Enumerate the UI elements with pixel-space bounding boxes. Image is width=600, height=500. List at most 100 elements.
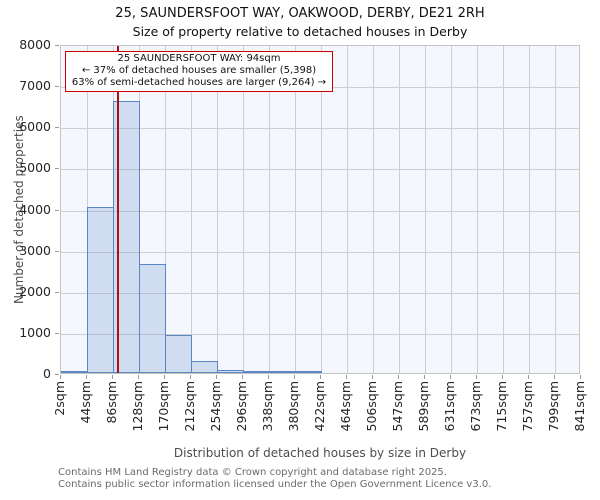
property-annotation-box: 25 SAUNDERSFOOT WAY: 94sqm ← 37% of deta… <box>65 51 333 93</box>
x-tick-mark <box>112 375 113 379</box>
x-tick-mark <box>320 375 321 379</box>
x-tick-label: 422sqm <box>312 381 327 432</box>
x-gridline <box>555 46 556 373</box>
x-tick-mark <box>164 375 165 379</box>
x-gridline <box>373 46 374 373</box>
x-tick-mark <box>138 375 139 379</box>
x-gridline <box>243 46 244 373</box>
y-tick-label: 1000 <box>19 324 51 340</box>
plot-area <box>60 45 580 374</box>
y-tick-mark <box>55 374 59 375</box>
y-tick-label: 3000 <box>19 242 51 258</box>
x-gridline <box>477 46 478 373</box>
x-tick-label: 506sqm <box>364 381 379 432</box>
x-tick-label: 170sqm <box>156 381 171 432</box>
x-tick-label: 464sqm <box>338 381 353 432</box>
property-marker-line <box>117 46 119 373</box>
y-gridline <box>61 169 579 171</box>
histogram-bar <box>295 371 322 373</box>
y-gridline <box>61 292 579 294</box>
x-gridline <box>529 46 530 373</box>
x-gridline <box>347 46 348 373</box>
x-tick-mark <box>398 375 399 379</box>
x-gridline <box>295 46 296 373</box>
x-gridline <box>165 46 166 373</box>
x-tick-label: 799sqm <box>546 381 561 432</box>
histogram-bar <box>87 207 114 373</box>
x-tick-label: 841sqm <box>572 381 587 432</box>
x-gridline <box>503 46 504 373</box>
x-tick-mark <box>294 375 295 379</box>
histogram-bar <box>165 335 192 373</box>
histogram-bar <box>269 371 296 373</box>
x-tick-label: 128sqm <box>130 381 145 432</box>
annotation-smaller-line: ← 37% of detached houses are smaller (5,… <box>81 65 317 77</box>
x-tick-mark <box>60 375 61 379</box>
x-tick-mark <box>554 375 555 379</box>
title-block: 25, SAUNDERSFOOT WAY, OAKWOOD, DERBY, DE… <box>0 5 600 41</box>
x-tick-label: 715sqm <box>494 381 509 432</box>
x-tick-mark <box>242 375 243 379</box>
histogram-bar <box>217 370 244 373</box>
x-tick-label: 86sqm <box>104 381 119 424</box>
histogram-bar <box>243 371 270 373</box>
x-tick-label: 212sqm <box>182 381 197 432</box>
x-tick-mark <box>450 375 451 379</box>
x-tick-label: 547sqm <box>390 381 405 432</box>
x-axis-label: Distribution of detached houses by size … <box>173 446 467 460</box>
x-tick-label: 296sqm <box>234 381 249 432</box>
x-tick-label: 44sqm <box>78 381 93 424</box>
x-tick-mark <box>268 375 269 379</box>
y-gridline <box>61 333 579 335</box>
footer-licence: Contains public sector information licen… <box>58 478 492 490</box>
x-tick-label: 673sqm <box>468 381 483 432</box>
x-tick-label: 254sqm <box>208 381 223 432</box>
histogram-bar <box>61 371 88 373</box>
histogram-bar <box>191 361 218 373</box>
y-tick-mark <box>55 127 59 129</box>
x-gridline <box>321 46 322 373</box>
y-tick-mark <box>55 291 59 293</box>
x-tick-mark <box>216 375 217 379</box>
footer-copyright: Contains HM Land Registry data © Crown c… <box>58 467 447 478</box>
x-gridline <box>425 46 426 373</box>
y-tick-mark <box>55 250 59 252</box>
y-tick-label: 4000 <box>19 201 51 217</box>
y-tick-mark <box>55 168 59 170</box>
y-tick-label: 8000 <box>19 37 51 52</box>
chart-title: 25, SAUNDERSFOOT WAY, OAKWOOD, DERBY, DE… <box>115 6 485 21</box>
x-tick-label: 2sqm <box>52 381 67 416</box>
x-gridline <box>217 46 218 373</box>
x-tick-mark <box>86 375 87 379</box>
y-tick-mark <box>55 209 59 211</box>
x-tick-label: 338sqm <box>260 381 275 432</box>
x-tick-mark <box>476 375 477 379</box>
annotation-property-line: 25 SAUNDERSFOOT WAY: 94sqm <box>117 53 281 64</box>
x-gridline <box>399 46 400 373</box>
y-tick-label: 5000 <box>19 160 51 176</box>
y-tick-mark <box>55 45 59 46</box>
x-tick-mark <box>580 375 581 379</box>
x-tick-mark <box>372 375 373 379</box>
x-tick-label: 589sqm <box>416 381 431 432</box>
y-gridline <box>61 128 579 130</box>
x-gridline <box>451 46 452 373</box>
y-tick-label: 2000 <box>19 283 51 299</box>
footer-block: Contains HM Land Registry data © Crown c… <box>58 467 598 490</box>
y-tick-mark <box>55 332 59 334</box>
y-gridline <box>61 210 579 212</box>
x-tick-mark <box>190 375 191 379</box>
annotation-larger-line: 63% of semi-detached houses are larger (… <box>71 77 327 89</box>
x-tick-label: 380sqm <box>286 381 301 432</box>
y-tick-label: 0 <box>43 366 51 381</box>
chart-subtitle: Size of property relative to detached ho… <box>132 24 468 39</box>
y-tick-mark <box>55 86 59 88</box>
x-tick-mark <box>502 375 503 379</box>
histogram-bar <box>139 264 166 373</box>
y-tick-label: 6000 <box>19 119 51 135</box>
x-tick-label: 631sqm <box>442 381 457 432</box>
x-tick-mark <box>346 375 347 379</box>
x-tick-label: 757sqm <box>520 381 535 432</box>
x-tick-mark <box>528 375 529 379</box>
